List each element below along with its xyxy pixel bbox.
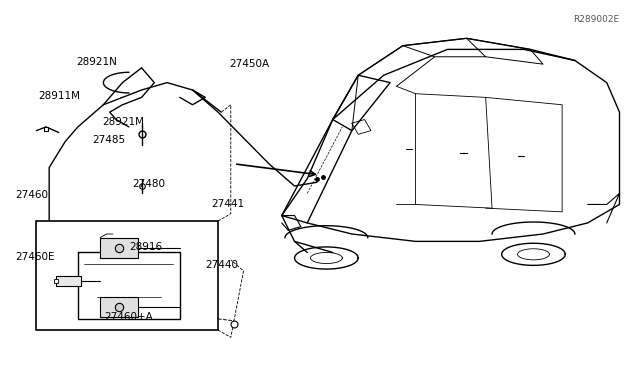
Text: 27480: 27480 (132, 179, 165, 189)
Text: 27440: 27440 (205, 260, 238, 270)
Text: 28911M: 28911M (38, 90, 81, 100)
Bar (100, 297, 138, 317)
Text: 28921M: 28921M (102, 118, 144, 128)
Text: R289002E: R289002E (573, 15, 620, 24)
Text: 27460+A: 27460+A (104, 312, 154, 322)
Text: 27450A: 27450A (230, 59, 269, 69)
Bar (100, 238, 138, 258)
Text: 27441: 27441 (212, 199, 244, 209)
Text: 27485: 27485 (92, 135, 125, 145)
Text: 27460: 27460 (15, 190, 49, 200)
Text: 28921N: 28921N (77, 57, 118, 67)
Bar (36, 221, 218, 330)
Text: 28916: 28916 (129, 242, 162, 252)
Bar (56, 276, 81, 286)
Text: 27460E: 27460E (15, 252, 55, 262)
